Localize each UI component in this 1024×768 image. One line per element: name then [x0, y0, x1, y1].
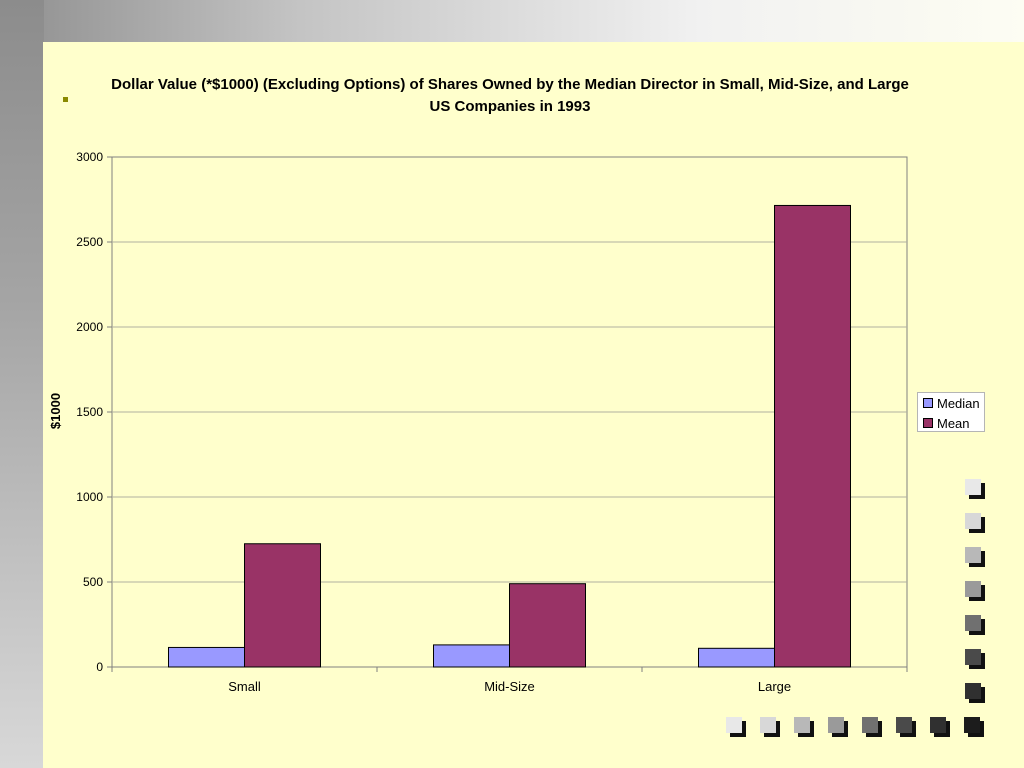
y-tick-label: 500 [83, 575, 103, 589]
bar-mean-mid-size [509, 583, 586, 668]
deco-square [965, 683, 985, 703]
y-tick-label: 0 [96, 660, 103, 674]
deco-square [965, 581, 985, 601]
x-tick-label: Large [758, 679, 791, 694]
deco-square [930, 717, 950, 737]
bar-median-small [168, 646, 245, 668]
bar-mean-small [244, 543, 321, 668]
deco-square [965, 615, 985, 635]
legend-swatch-median [923, 398, 933, 408]
chart-title: Dollar Value (*$1000) (Excluding Options… [111, 76, 909, 115]
deco-square [965, 479, 985, 499]
deco-square [794, 717, 814, 737]
deco-square [760, 717, 780, 737]
slide-bullet [63, 97, 68, 102]
y-tick-label: 2000 [76, 320, 103, 334]
deco-square [862, 717, 882, 737]
deco-square [965, 513, 985, 533]
deco-square [965, 547, 985, 567]
slide-left-band [0, 0, 44, 768]
legend-label-mean: Mean [937, 415, 970, 431]
bar-median-mid-size [433, 644, 510, 668]
bar-median-large [698, 647, 775, 668]
deco-square [896, 717, 916, 737]
y-tick-label: 2500 [76, 235, 103, 249]
chart-legend: Median Mean [917, 392, 985, 432]
deco-square [828, 717, 848, 737]
x-tick-label: Small [228, 679, 261, 694]
y-axis-label: $1000 [48, 393, 63, 429]
legend-label-median: Median [937, 395, 980, 411]
y-tick-label: 1500 [76, 405, 103, 419]
bar-mean-large [774, 204, 851, 668]
deco-square [964, 717, 984, 737]
x-tick-label: Mid-Size [484, 679, 535, 694]
deco-square [965, 649, 985, 669]
deco-square [726, 717, 746, 737]
legend-item-mean: Mean [923, 415, 970, 431]
y-tick-label: 3000 [76, 150, 103, 164]
legend-item-median: Median [923, 395, 980, 411]
legend-swatch-mean [923, 418, 933, 428]
y-tick-label: 1000 [76, 490, 103, 504]
